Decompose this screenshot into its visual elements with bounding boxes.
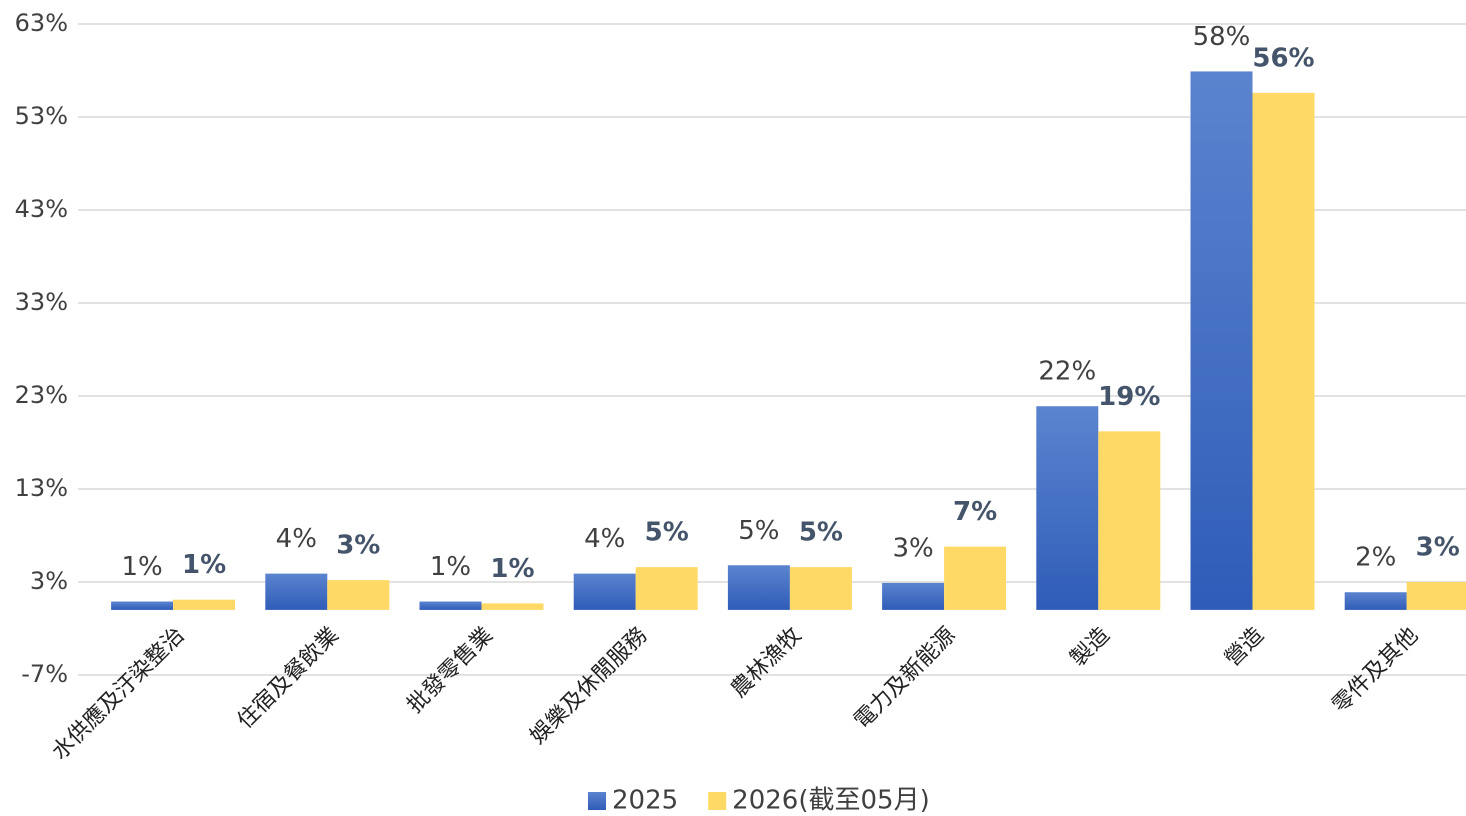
data-label: 56%	[1252, 43, 1314, 73]
data-label: 1%	[182, 550, 226, 580]
x-tick-label: 農林漁牧	[726, 623, 806, 703]
data-label: 4%	[276, 524, 317, 554]
x-tick-label: 營造	[1220, 623, 1269, 672]
y-tick-label: 33%	[15, 288, 68, 316]
data-label: 5%	[799, 518, 843, 548]
data-label: 58%	[1193, 22, 1251, 52]
x-tick-label: 製造	[1066, 623, 1115, 672]
bar	[1344, 592, 1407, 610]
bar	[727, 565, 790, 610]
bar	[1098, 431, 1161, 610]
bar	[573, 573, 636, 610]
data-label: 3%	[336, 531, 380, 561]
data-label: 5%	[738, 516, 779, 546]
bar	[173, 599, 236, 610]
x-tick-label: 住宿及餐飲業	[233, 623, 344, 734]
data-label: 4%	[584, 524, 625, 554]
bar	[111, 601, 174, 610]
legend-label: 2025	[612, 786, 678, 816]
data-label: 7%	[953, 497, 997, 527]
bar	[1252, 92, 1315, 610]
data-label: 2%	[1355, 543, 1396, 573]
x-tick-label: 批發零售業	[403, 623, 498, 718]
y-tick-label: 3%	[30, 567, 68, 595]
y-tick-label: 53%	[15, 102, 68, 130]
data-label: 3%	[892, 533, 933, 563]
x-tick-label: 水供應及汙染整治	[47, 622, 190, 765]
y-tick-label: 23%	[15, 381, 68, 409]
x-tick-label: 電力及新能源	[850, 623, 961, 734]
bar	[419, 601, 482, 610]
data-label: 1%	[490, 554, 534, 584]
data-label: 22%	[1038, 357, 1096, 387]
bar	[327, 580, 390, 610]
bar	[1406, 582, 1466, 610]
bar	[882, 582, 945, 610]
bar	[481, 603, 544, 610]
y-tick-label: 13%	[15, 474, 68, 502]
data-label: 19%	[1098, 382, 1160, 412]
bar	[635, 567, 698, 610]
data-label: 1%	[121, 552, 162, 582]
y-tick-label: -7%	[21, 660, 68, 688]
bar	[1036, 406, 1099, 610]
data-label: 3%	[1416, 533, 1460, 563]
bar	[789, 567, 852, 610]
data-label: 5%	[645, 518, 689, 548]
bar	[265, 573, 328, 610]
bar	[1190, 71, 1253, 610]
legend-label: 2026(截至05月)	[732, 786, 930, 816]
bar	[944, 546, 1007, 610]
legend-swatch	[588, 792, 606, 810]
x-tick-label: 零件及其他	[1328, 623, 1423, 718]
legend-swatch	[708, 792, 727, 810]
y-tick-label: 63%	[15, 9, 68, 37]
x-tick-label: 娛樂及休閒服務	[526, 623, 653, 750]
y-tick-label: 43%	[15, 195, 68, 223]
data-label: 1%	[430, 552, 471, 582]
